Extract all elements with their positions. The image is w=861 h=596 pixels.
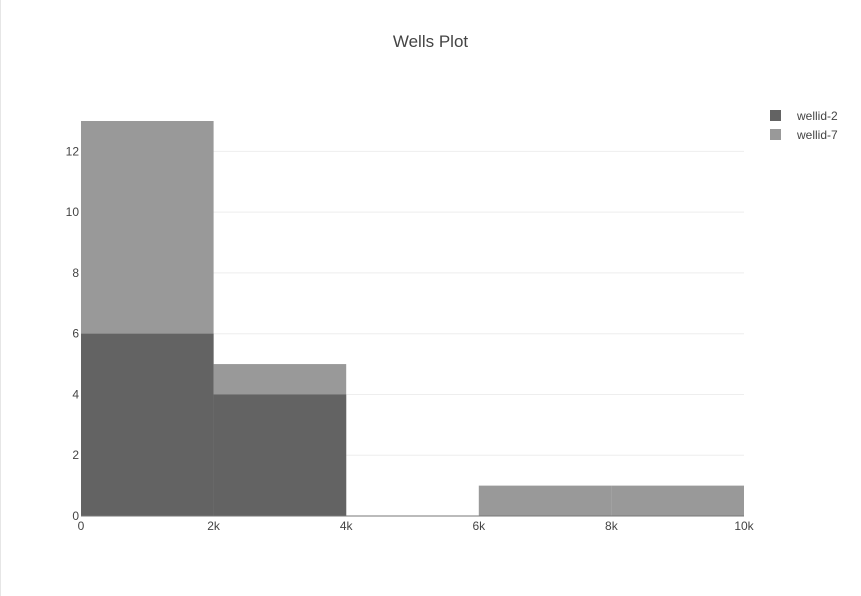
y-tick-label: 6 — [72, 327, 79, 341]
x-tick-label: 0 — [78, 519, 85, 533]
y-tick-label: 10 — [66, 205, 80, 219]
chart-title: Wells Plot — [392, 32, 469, 51]
legend-item[interactable]: wellid-2 — [770, 106, 838, 125]
legend-item[interactable]: wellid-7 — [770, 125, 838, 144]
bar-wellid-2-0 — [81, 333, 214, 516]
y-tick-label: 4 — [72, 387, 79, 401]
legend-swatch — [770, 110, 781, 121]
x-tick-label: 6k — [472, 519, 486, 533]
x-tick-label: 2k — [207, 519, 221, 533]
bar-wellid-2-1 — [213, 394, 347, 516]
x-tick-label: 8k — [605, 519, 619, 533]
y-tick-label: 0 — [72, 509, 79, 523]
y-tick-label: 12 — [66, 144, 80, 158]
y-tick-label: 8 — [72, 266, 79, 280]
x-tick-label: 4k — [340, 519, 354, 533]
chart-legend: wellid-2 wellid-7 — [770, 106, 838, 144]
y-tick-label: 2 — [72, 448, 79, 462]
legend-swatch — [770, 129, 781, 140]
legend-label: wellid-7 — [797, 127, 838, 142]
x-tick-label: 10k — [734, 519, 754, 533]
bar-wellid-7-3 — [478, 485, 612, 516]
legend-label: wellid-2 — [797, 108, 838, 123]
bar-wellid-7-4 — [611, 485, 744, 516]
